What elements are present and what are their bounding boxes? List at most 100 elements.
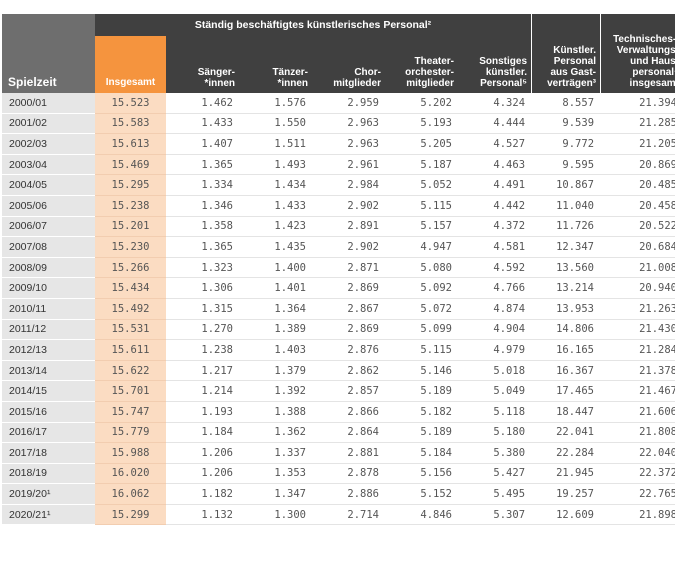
cell-insgesamt: 15.531 xyxy=(95,319,166,341)
technical-staff-header: Technisches-, Verwaltungs- und Haus-pers… xyxy=(600,14,675,93)
cell-spielzeit: 2003/04 xyxy=(2,154,95,176)
cell-taenzer: 1.550 xyxy=(239,114,312,135)
cell-taenzer: 1.400 xyxy=(239,258,312,279)
cell-technisch: 21.394 xyxy=(600,93,675,114)
cell-orchester: 5.182 xyxy=(385,402,458,423)
cell-chor: 2.869 xyxy=(312,320,385,341)
orchestra-header: Theater-orchester-mitglieder xyxy=(385,36,458,93)
cell-taenzer: 1.511 xyxy=(239,134,312,155)
cell-gast: 22.284 xyxy=(531,443,601,464)
cell-chor: 2.984 xyxy=(312,175,385,196)
cell-sonstiges: 4.463 xyxy=(458,155,532,176)
cell-gast: 12.347 xyxy=(531,237,601,258)
cell-sonstiges: 4.491 xyxy=(458,175,532,196)
cell-insgesamt: 15.469 xyxy=(95,154,166,176)
cell-technisch: 22.765 xyxy=(600,484,675,505)
table-row: 2002/03 15.613 1.407 1.511 2.963 5.205 4.527 9.… xyxy=(2,134,675,155)
cell-saenger: 1.407 xyxy=(166,134,239,155)
cell-technisch: 22.372 xyxy=(600,464,675,485)
cell-sonstiges: 5.307 xyxy=(458,505,532,526)
singers-header: Sänger-*innen xyxy=(166,36,239,93)
cell-saenger: 1.306 xyxy=(166,278,239,299)
cell-sonstiges: 4.581 xyxy=(458,237,532,258)
cell-insgesamt: 15.266 xyxy=(95,257,166,279)
cell-chor: 2.871 xyxy=(312,258,385,279)
cell-technisch: 20.522 xyxy=(600,217,675,238)
cell-saenger: 1.217 xyxy=(166,361,239,382)
cell-chor: 2.866 xyxy=(312,402,385,423)
cell-saenger: 1.184 xyxy=(166,423,239,444)
cell-taenzer: 1.423 xyxy=(239,217,312,238)
cell-gast: 11.726 xyxy=(531,217,601,238)
cell-orchester: 5.115 xyxy=(385,196,458,217)
cell-sonstiges: 5.495 xyxy=(458,484,532,505)
cell-gast: 9.539 xyxy=(531,114,601,135)
other-artistic-header: Sonstiges künstler. Personal⁵ xyxy=(458,36,532,93)
cell-saenger: 1.206 xyxy=(166,464,239,485)
cell-taenzer: 1.401 xyxy=(239,278,312,299)
cell-taenzer: 1.353 xyxy=(239,464,312,485)
cell-spielzeit: 2015/16 xyxy=(2,401,95,423)
cell-insgesamt: 15.434 xyxy=(95,278,166,299)
cell-orchester: 5.156 xyxy=(385,464,458,485)
cell-insgesamt: 15.622 xyxy=(95,360,166,382)
cell-gast: 10.867 xyxy=(531,175,601,196)
cell-spielzeit: 2008/09 xyxy=(2,257,95,279)
cell-taenzer: 1.493 xyxy=(239,155,312,176)
cell-gast: 19.257 xyxy=(531,484,601,505)
insgesamt-header: Insgesamt xyxy=(95,36,166,93)
cell-gast: 9.772 xyxy=(531,134,601,155)
cell-saenger: 1.433 xyxy=(166,114,239,135)
cell-technisch: 21.467 xyxy=(600,381,675,402)
cell-gast: 12.609 xyxy=(531,505,601,526)
cell-saenger: 1.323 xyxy=(166,258,239,279)
cell-gast: 11.040 xyxy=(531,196,601,217)
cell-chor: 2.902 xyxy=(312,237,385,258)
cell-orchester: 5.115 xyxy=(385,340,458,361)
table-row: 2008/09 15.266 1.323 1.400 2.871 5.080 4.592 13… xyxy=(2,257,675,279)
cell-technisch: 20.940 xyxy=(600,278,675,299)
table-row: 2011/12 15.531 1.270 1.389 2.869 5.099 4.904 14… xyxy=(2,319,675,341)
cell-insgesamt: 15.299 xyxy=(95,504,166,526)
cell-spielzeit: 2012/13 xyxy=(2,340,95,361)
table-row: 2006/07 15.201 1.358 1.423 2.891 5.157 4.372 11… xyxy=(2,216,675,238)
cell-orchester: 5.184 xyxy=(385,443,458,464)
cell-insgesamt: 15.523 xyxy=(95,93,166,114)
cell-taenzer: 1.389 xyxy=(239,320,312,341)
cell-spielzeit: 2018/19 xyxy=(2,463,95,485)
cell-sonstiges: 4.592 xyxy=(458,258,532,279)
cell-chor: 2.961 xyxy=(312,155,385,176)
cell-taenzer: 1.362 xyxy=(239,423,312,444)
cell-spielzeit: 2020/21¹ xyxy=(2,504,95,526)
cell-chor: 2.963 xyxy=(312,114,385,135)
cell-chor: 2.876 xyxy=(312,340,385,361)
cell-sonstiges: 4.527 xyxy=(458,134,532,155)
cell-chor: 2.864 xyxy=(312,423,385,444)
cell-technisch: 20.684 xyxy=(600,237,675,258)
artistic-staff-group-header: Ständig beschäftigtes künstlerisches Per… xyxy=(95,14,532,36)
table-row: 2014/15 15.701 1.214 1.392 2.857 5.189 5.049 17… xyxy=(2,381,675,402)
cell-insgesamt: 15.701 xyxy=(95,381,166,402)
cell-spielzeit: 2002/03 xyxy=(2,134,95,155)
cell-spielzeit: 2001/02 xyxy=(2,113,95,135)
cell-sonstiges: 5.118 xyxy=(458,402,532,423)
cell-taenzer: 1.364 xyxy=(239,299,312,320)
cell-technisch: 21.808 xyxy=(600,423,675,444)
cell-spielzeit: 2004/05 xyxy=(2,175,95,196)
cell-sonstiges: 4.766 xyxy=(458,278,532,299)
cell-saenger: 1.334 xyxy=(166,175,239,196)
cell-spielzeit: 2011/12 xyxy=(2,319,95,341)
cell-taenzer: 1.576 xyxy=(239,93,312,114)
cell-orchester: 5.189 xyxy=(385,381,458,402)
cell-insgesamt: 15.492 xyxy=(95,298,166,320)
cell-gast: 13.560 xyxy=(531,258,601,279)
cell-spielzeit: 2014/15 xyxy=(2,381,95,402)
cell-spielzeit: 2013/14 xyxy=(2,360,95,382)
cell-taenzer: 1.347 xyxy=(239,484,312,505)
cell-saenger: 1.206 xyxy=(166,443,239,464)
cell-orchester: 5.187 xyxy=(385,155,458,176)
cell-taenzer: 1.435 xyxy=(239,237,312,258)
cell-insgesamt: 16.062 xyxy=(95,484,166,505)
cell-chor: 2.867 xyxy=(312,299,385,320)
cell-sonstiges: 5.427 xyxy=(458,464,532,485)
